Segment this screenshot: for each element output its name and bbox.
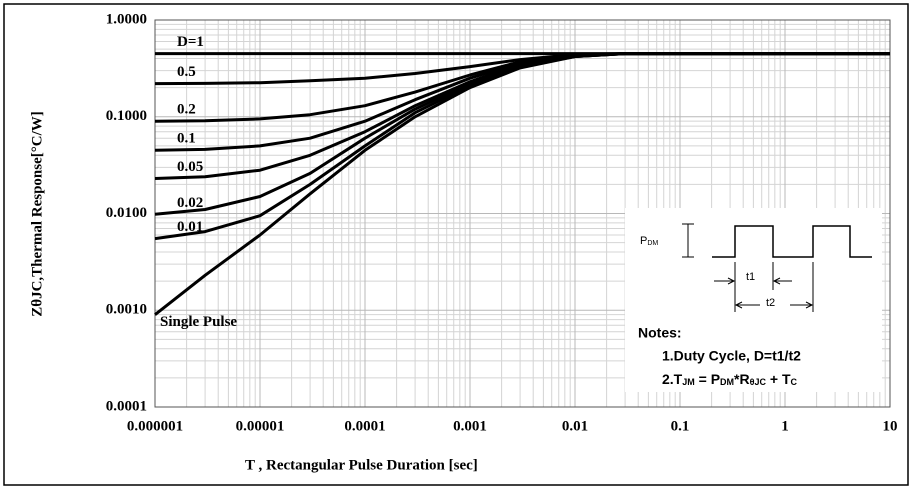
series-label: D=1 — [177, 34, 204, 50]
lines: D=1 0.5 0.2 0.1 0.05 0.02 0.01 Single Pulse — [154, 34, 890, 330]
y-tick-label: 0.0001 — [106, 398, 147, 414]
y-tick-label: 1.0000 — [106, 11, 147, 27]
pdm-sub: DM — [647, 240, 658, 247]
t2-label: t2 — [766, 297, 775, 309]
note-1: 1.Duty Cycle, D=t1/t2 — [662, 348, 801, 364]
note-sub: C — [791, 377, 798, 387]
inset-box — [625, 208, 882, 392]
series-label: 0.01 — [177, 219, 203, 235]
notes-title: Notes: — [638, 325, 682, 341]
x-tick-label: 0.1 — [671, 418, 690, 434]
y-tick-label: 0.1000 — [106, 108, 147, 124]
note-sub: JM — [682, 377, 695, 387]
series-label: 0.2 — [177, 102, 196, 118]
x-tick-label: 0.01 — [562, 418, 588, 434]
note-part: *R — [734, 371, 750, 387]
series-label: 0.02 — [177, 195, 203, 211]
inset: PDM t1 t2 Notes: 1.Duty Cycle, D=t1/t2 2… — [625, 208, 882, 392]
grid — [154, 19, 891, 408]
note-2: 2.TJM = PDM*RθJC + TC — [662, 371, 798, 388]
pdm-label: PDM — [640, 235, 658, 247]
series-label: 0.05 — [177, 159, 203, 175]
note-part: + T — [766, 371, 791, 387]
x-axis-label: T , Rectangular Pulse Duration [sec] — [245, 457, 478, 473]
t2-arrows — [734, 301, 814, 309]
t1-label: t1 — [746, 271, 755, 283]
x-tick-label: 10 — [883, 418, 898, 434]
y-axis-label: ZθJC,Thermal Response[°C/W] — [29, 111, 45, 317]
note-sub: DM — [720, 377, 734, 387]
pdm-main: P — [640, 235, 647, 247]
series-label: 0.1 — [177, 131, 196, 147]
series-label: 0.5 — [177, 64, 196, 80]
x-tick-label: 1 — [781, 418, 789, 434]
y-tick-label: 0.0100 — [106, 205, 147, 221]
note-part: 2.T — [662, 371, 683, 387]
series-line — [154, 52, 890, 316]
x-tick-label: 0.00001 — [236, 418, 285, 434]
y-tick-label: 0.0010 — [106, 302, 147, 318]
x-tick-label: 0.001 — [453, 418, 487, 434]
series-label: Single Pulse — [160, 314, 237, 330]
x-tick-label: 0.000001 — [127, 418, 183, 434]
note-part: = P — [695, 371, 720, 387]
x-tick-label: 0.0001 — [344, 418, 385, 434]
t1-arrows — [714, 277, 792, 285]
pulse-train — [712, 225, 872, 258]
note-sub: θJC — [750, 377, 767, 387]
